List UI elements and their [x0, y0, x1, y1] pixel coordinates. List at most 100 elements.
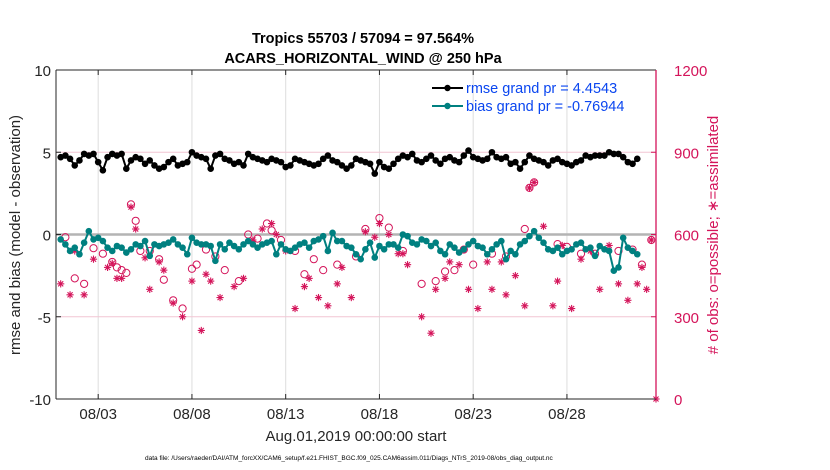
obs-assimilated-marker [347, 293, 355, 302]
obs-assimilated-marker [155, 258, 163, 266]
rmse-point [371, 170, 379, 177]
rmse-point [226, 157, 233, 164]
obs-assimilated-marker [511, 272, 519, 280]
bias-point [498, 237, 505, 245]
rmse-point [423, 155, 430, 163]
bias-point [577, 239, 585, 247]
bias-point [549, 247, 557, 255]
obs-assimilated-marker [385, 230, 393, 239]
rmse-point [366, 160, 374, 168]
rmse-point [146, 157, 154, 164]
bias-point [352, 250, 360, 258]
legend: rmse grand pr = 4.4543 bias grand pr = -… [432, 81, 624, 115]
rmse-point [577, 157, 585, 164]
rmse-point [465, 147, 472, 154]
obs-possible-marker [319, 266, 328, 275]
rmse-point [394, 155, 402, 163]
bias-point [254, 244, 261, 251]
rmse-point [544, 162, 552, 169]
obs-assimilated-marker [638, 263, 646, 271]
obs-possible-marker [234, 277, 243, 286]
bias-point [624, 244, 632, 251]
bias-point [104, 244, 111, 251]
rmse-point [483, 155, 491, 163]
obs-assimilated-marker [268, 219, 276, 228]
obs-assimilated-marker [553, 277, 562, 285]
bias-point [371, 254, 379, 261]
data-file-footnote: data file: /Users/raeder/DAI/ATM_forcXX/… [145, 455, 554, 462]
x-tick-label: 08/23 [454, 406, 492, 423]
obs-assimilated-marker [455, 261, 463, 269]
legend-rmse-label: rmse grand pr = 4.4543 [466, 81, 617, 97]
obs-assimilated-marker [272, 230, 280, 239]
obs-assimilated-marker [197, 326, 205, 335]
rmse-point [526, 152, 533, 159]
obs-assimilated-marker [89, 255, 98, 263]
rmse-point [141, 160, 149, 168]
bias-point [441, 250, 449, 258]
y-tick-label: -10 [29, 392, 51, 409]
y-right-tick-label: 900 [674, 145, 699, 162]
bias-point [146, 252, 154, 260]
rmse-point [554, 155, 561, 163]
bias-point [333, 237, 341, 245]
bias-point [512, 250, 519, 258]
bias-point [516, 241, 524, 248]
bias-point [502, 255, 510, 263]
obs-assimilated-marker [525, 184, 534, 192]
rmse-point [338, 162, 346, 169]
series-layer [57, 147, 641, 274]
obs-possible-marker [333, 260, 342, 269]
obs-assimilated-marker [497, 258, 505, 266]
x-tick-label: 08/18 [361, 406, 399, 423]
bias-point [629, 247, 636, 255]
obs-assimilated-marker [371, 233, 379, 241]
bias-point [235, 246, 243, 253]
bias-point [287, 247, 294, 255]
obs-possible-marker [98, 249, 107, 258]
axes-layer: 08/03 08/08 08/13 08/18 08/23 08/28 0 300 600 900… [29, 63, 707, 423]
obs-possible-marker [220, 266, 229, 275]
bias-point [451, 244, 458, 251]
bias-point [230, 242, 238, 250]
rmse-point [202, 155, 210, 163]
bias-point [183, 250, 191, 258]
bias-point [240, 241, 247, 248]
bias-point [221, 246, 229, 253]
rmse-point [596, 152, 604, 159]
bias-point [324, 247, 332, 255]
obs-possible-marker [300, 270, 309, 279]
obs-assimilated-marker [146, 285, 154, 293]
obs-assimilated-marker [403, 261, 412, 269]
bias-point [137, 242, 144, 250]
bias-point [277, 241, 285, 248]
x-axis-label: Aug.01,2019 00:00:00 start [266, 428, 448, 445]
rmse-point [216, 150, 224, 158]
rmse-point [629, 160, 636, 168]
bias-point [535, 234, 543, 242]
rmse-point [324, 152, 332, 159]
y-axis-right-label: # of obs: o=possible; ∗=assimilated [705, 116, 722, 355]
obs-assimilated-marker [188, 277, 196, 285]
rmse-point [404, 153, 411, 161]
obs-assimilated-marker [103, 263, 112, 271]
legend-bias-label: bias grand pr = -0.76944 [466, 99, 624, 115]
rmse-point [540, 158, 547, 166]
bias-point [530, 227, 538, 235]
bias-point [188, 234, 196, 242]
rmse-point [71, 162, 79, 169]
obs-possible-marker [117, 266, 126, 275]
chart-title-line1: Tropics 55703 / 57094 = 97.564% [252, 31, 474, 47]
bias-point [366, 239, 374, 247]
rmse-point [165, 158, 172, 166]
obs-assimilated-marker [577, 255, 585, 263]
bias-point [207, 242, 214, 250]
bias-point [432, 239, 439, 247]
obs-assimilated-marker [202, 270, 210, 278]
bias-point [427, 242, 435, 250]
rmse-point [188, 148, 196, 156]
bias-point [338, 237, 346, 245]
rmse-point [460, 152, 468, 159]
bias-point [348, 244, 355, 251]
